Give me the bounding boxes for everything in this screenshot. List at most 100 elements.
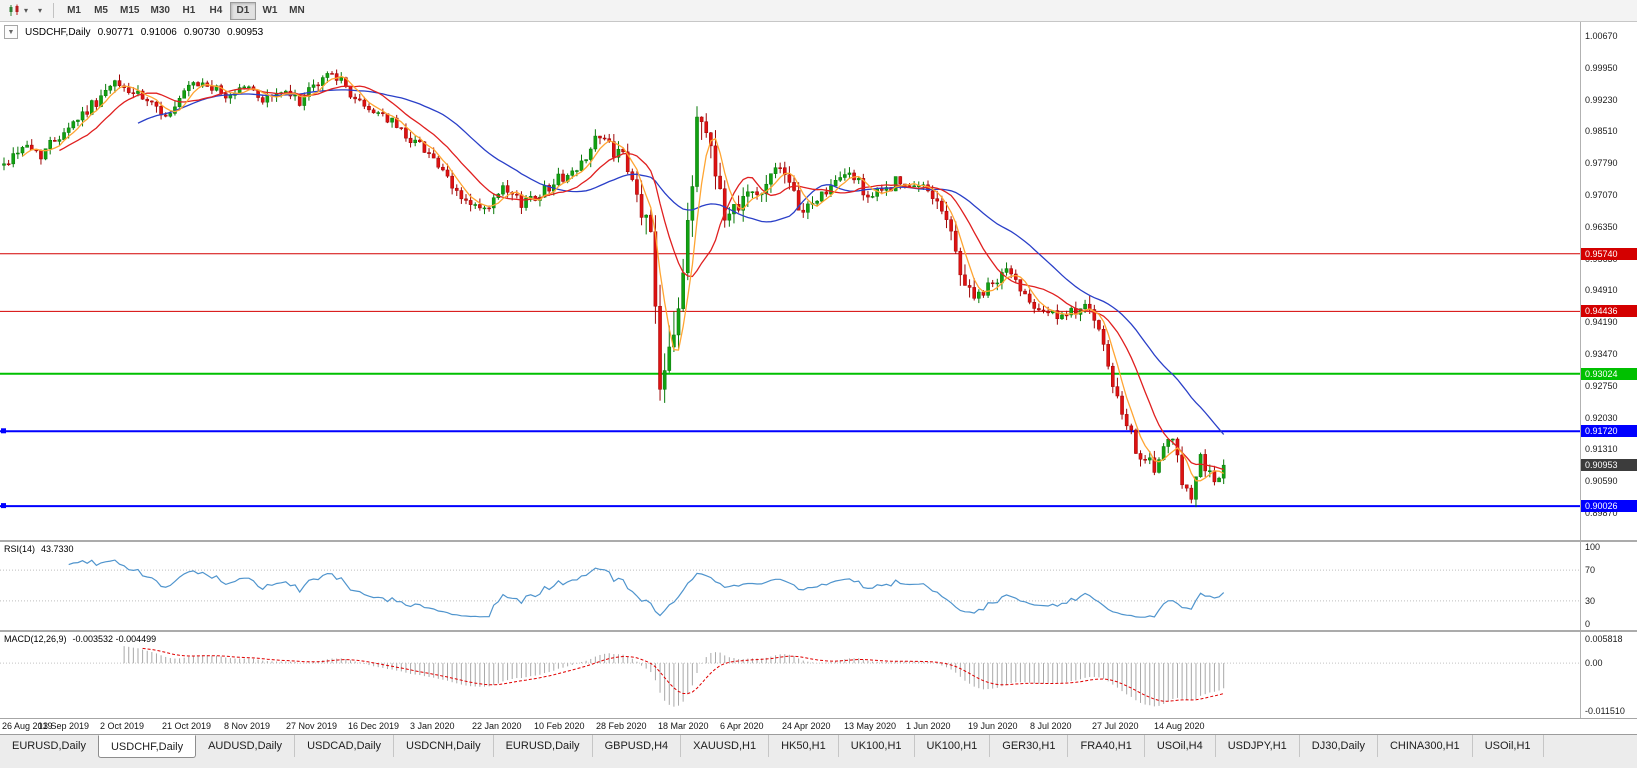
price-axis-label: 0.91310	[1585, 444, 1618, 455]
macd-histogram	[123, 646, 1225, 707]
price-axis-label: 0.94190	[1585, 317, 1618, 328]
rsi-indicator-panel: 100 70 30 0 RSI(14) 43.7330	[0, 540, 1637, 630]
rsi-chart-canvas[interactable]	[0, 542, 1637, 630]
moving-average-lines	[22, 75, 1225, 482]
price-axis-label: 1.00670	[1585, 31, 1618, 41]
ohlc-open-value: 0.90771	[97, 26, 134, 38]
chevron-down-icon: ▾	[38, 5, 43, 15]
ohlc-low-value: 0.90730	[183, 26, 221, 38]
price-axis-label: 0.89870	[1585, 508, 1618, 518]
chart-tab-usdcnh-daily[interactable]: USDCNH,Daily	[394, 735, 494, 757]
chart-tab-audusd-daily[interactable]: AUDUSD,Daily	[196, 735, 296, 757]
price-line-badge: 0.94436	[1581, 305, 1637, 318]
toolbar-separator	[53, 3, 55, 18]
current-price-badge: 0.90953	[1581, 459, 1637, 472]
price-axis-label: 0.94910	[1585, 285, 1618, 296]
macd-axis-label: 0.00	[1585, 658, 1603, 669]
ohlc-close-value: 0.90953	[227, 26, 264, 38]
time-axis[interactable]: 26 Aug 2019 13 Sep 2019 2 Oct 2019 21 Oct 2…	[0, 718, 1637, 734]
chart-tab-usoil-h1[interactable]: USOil,H1	[1473, 735, 1544, 757]
date-axis-label: 13 May 2020	[844, 721, 897, 731]
chart-tab-gbpusd-h4[interactable]: GBPUSD,H4	[593, 735, 682, 757]
top-toolbar: ▾ ▾ M1 M5 M15 M30 H1 H4 D1 W1 MN	[0, 0, 1637, 22]
price-axis-label: 0.99230	[1585, 94, 1618, 105]
chart-tab-ger30-h1[interactable]: GER30,H1	[990, 735, 1069, 757]
chart-tab-usdchf-daily[interactable]: USDCHF,Daily	[97, 735, 197, 758]
macd-name-label: MACD(12,26,9)	[4, 634, 67, 644]
ohlc-high-value: 0.91006	[140, 26, 177, 38]
chart-symbol-label: USDCHF,Daily	[25, 26, 91, 38]
chevron-down-icon: ▾	[24, 5, 29, 15]
chart-tab-bar: EURUSD,Daily USDCHF,Daily AUDUSD,Daily USDC…	[0, 734, 1637, 768]
rsi-axis-label: 100	[1585, 542, 1601, 552]
timeframe-button-m15[interactable]: M15	[115, 2, 144, 20]
price-axis-label: 0.92750	[1585, 380, 1618, 391]
chart-tab-usdjpy-h1[interactable]: USDJPY,H1	[1216, 735, 1300, 757]
price-line-badge: 0.90026	[1581, 500, 1637, 513]
date-axis-label: 2 Oct 2019	[100, 721, 145, 731]
chart-tab-china300-h1[interactable]: CHINA300,H1	[1378, 735, 1473, 757]
macd-axis-label: 0.005818	[1585, 634, 1623, 644]
chart-tab-usoil-h4[interactable]: USOil,H4	[1145, 735, 1216, 757]
macd-header: MACD(12,26,9) -0.003532 -0.004499	[4, 634, 157, 644]
price-chart-canvas[interactable]	[0, 22, 1637, 540]
rsi-axis-label: 0	[1585, 619, 1591, 629]
date-axis-label: 24 Apr 2020	[782, 721, 831, 731]
price-axis-label: 0.90590	[1585, 476, 1618, 487]
macd-indicator-panel: 0.005818 0.00 -0.011510 MACD(12,26,9) -0.0…	[0, 630, 1637, 718]
date-axis-label: 19 Jun 2020	[968, 721, 1018, 731]
rsi-axis[interactable]: 100 70 30 0	[1580, 542, 1637, 630]
date-axis-label: 3 Jan 2020	[410, 721, 455, 731]
chart-tab-fra40-h1[interactable]: FRA40,H1	[1068, 735, 1145, 757]
one-click-trading-button[interactable]: ▼	[4, 25, 18, 39]
date-axis-label: 28 Feb 2020	[596, 721, 647, 731]
price-line-badge: 0.95740	[1581, 247, 1637, 260]
price-axis[interactable]: 1.00670 0.99950 0.99230 0.98510 0.97790 0.970…	[1580, 22, 1637, 540]
chart-tab-eurusd-daily[interactable]: EURUSD,Daily	[0, 735, 99, 757]
date-axis-label: 18 Mar 2020	[658, 721, 709, 731]
timeframe-button-h4[interactable]: H4	[203, 2, 229, 20]
timeframe-button-h1[interactable]: H1	[176, 2, 202, 20]
chart-tab-uk100-h1[interactable]: UK100,H1	[915, 735, 991, 757]
date-axis-label: 10 Feb 2020	[534, 721, 585, 731]
price-line-badge: 0.93024	[1581, 367, 1637, 380]
timeframe-button-mn[interactable]: MN	[284, 2, 310, 20]
price-axis-label: 0.97790	[1585, 158, 1618, 169]
date-axis-label: 8 Nov 2019	[224, 721, 271, 731]
rsi-name-label: RSI(14)	[4, 544, 36, 554]
date-axis-label: 16 Dec 2019	[348, 721, 400, 731]
timeframe-button-m5[interactable]: M5	[88, 2, 114, 20]
chart-tab-hk50-h1[interactable]: HK50,H1	[769, 735, 839, 757]
main-chart-panel: 1.00670 0.99950 0.99230 0.98510 0.97790 0.970…	[0, 22, 1637, 540]
macd-axis-label: -0.011510	[1585, 706, 1625, 716]
date-axis-label: 13 Sep 2019	[38, 721, 90, 731]
chart-tab-usdcad-daily[interactable]: USDCAD,Daily	[295, 735, 395, 757]
timeframe-button-w1[interactable]: W1	[257, 2, 283, 20]
rsi-axis-label: 70	[1585, 565, 1596, 576]
price-axis-label: 0.96350	[1585, 221, 1618, 232]
timeframe-button-d1[interactable]: D1	[229, 1, 256, 20]
macd-values-label: -0.003532 -0.004499	[72, 634, 157, 644]
macd-axis[interactable]: 0.005818 0.00 -0.011510	[1580, 632, 1637, 718]
chart-tab-dj30-daily[interactable]: DJ30,Daily	[1300, 735, 1378, 757]
chart-tab-eurusd-daily[interactable]: EURUSD,Daily	[494, 735, 593, 757]
candlestick-chart-icon	[9, 4, 19, 16]
chart-type-button[interactable]: ▾	[4, 2, 32, 20]
date-axis-label: 26 Aug 2019	[2, 721, 53, 731]
rsi-axis-label: 30	[1585, 595, 1596, 606]
macd-chart-canvas[interactable]	[0, 632, 1637, 718]
chart-tab-xauusd-h1[interactable]: XAUUSD,H1	[681, 735, 770, 757]
date-axis-label: 27 Jul 2020	[1092, 721, 1139, 731]
price-axis-label: 0.97070	[1585, 190, 1618, 200]
date-axis-label: 22 Jan 2020	[472, 721, 522, 731]
date-axis-label: 8 Jul 2020	[1030, 721, 1072, 731]
price-axis-label: 0.98510	[1585, 126, 1618, 137]
timeframe-button-m1[interactable]: M1	[61, 2, 87, 20]
timeframe-button-m30[interactable]: M30	[145, 2, 174, 20]
date-axis-label: 14 Aug 2020	[1154, 721, 1205, 731]
price-axis-label: 0.99950	[1585, 62, 1618, 73]
chart-tab-uk100-h1[interactable]: UK100,H1	[839, 735, 915, 757]
chart-templates-button[interactable]: ▾	[34, 2, 46, 20]
date-axis-label: 1 Jun 2020	[906, 721, 951, 731]
